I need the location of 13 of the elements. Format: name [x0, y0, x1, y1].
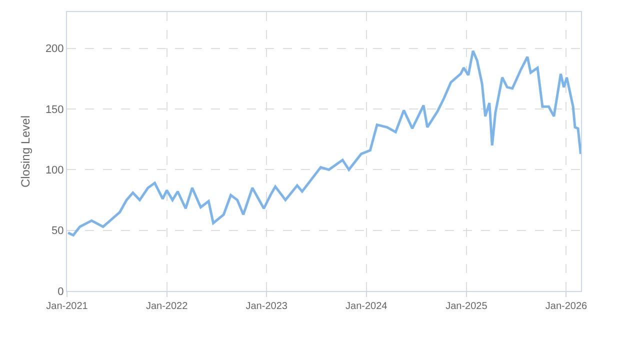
- y-tick-label: 200: [45, 43, 64, 56]
- y-tick-label: 150: [45, 104, 64, 116]
- x-tick-label: Jan-2026: [545, 301, 588, 312]
- y-tick-label: 0: [58, 286, 64, 298]
- y-tick-label: 50: [52, 225, 64, 238]
- line-series: [67, 50, 581, 236]
- x-tick-label: Jan-2022: [146, 301, 188, 312]
- y-axis-title: Closing Level: [18, 115, 33, 188]
- x-tick-label: Jan-2023: [246, 301, 288, 312]
- y-tick-label: 100: [45, 164, 64, 177]
- x-tick-label: Jan-2025: [446, 301, 488, 312]
- x-tick-label: Jan-2021: [46, 301, 88, 312]
- x-tick-label: Jan-2024: [346, 301, 388, 312]
